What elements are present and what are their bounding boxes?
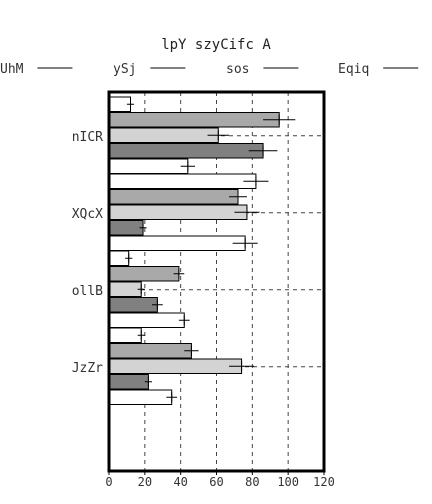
bar bbox=[108, 112, 280, 128]
legend-label: ySj bbox=[113, 62, 136, 77]
bar bbox=[108, 235, 246, 251]
y-category-label: nICR bbox=[72, 130, 103, 145]
x-tick-label: 80 bbox=[245, 475, 259, 489]
bar bbox=[108, 389, 173, 405]
bar bbox=[108, 297, 158, 313]
chart-title: lpY szyCifc A bbox=[161, 37, 271, 53]
legend-label: sos bbox=[226, 62, 249, 77]
legend: UhM ySj sos Eqiq bbox=[0, 62, 419, 77]
y-axis: nICR XQcX ollB JzZr bbox=[72, 130, 103, 376]
x-tick-label: 120 bbox=[313, 475, 335, 489]
bar bbox=[108, 158, 189, 174]
x-axis: 0 20 40 60 80 100 120 bbox=[105, 471, 335, 489]
bar bbox=[108, 266, 180, 282]
x-tick-label: 100 bbox=[277, 475, 299, 489]
bar bbox=[108, 281, 142, 297]
error-bars bbox=[125, 99, 296, 403]
bar bbox=[108, 312, 185, 328]
bar bbox=[108, 358, 243, 374]
bar bbox=[108, 189, 239, 205]
y-category-label: JzZr bbox=[72, 361, 103, 376]
bar bbox=[108, 220, 144, 236]
bar bbox=[108, 204, 248, 220]
y-category-label: XQcX bbox=[72, 207, 103, 222]
x-tick-label: 0 bbox=[105, 475, 112, 489]
x-tick-label: 60 bbox=[209, 475, 223, 489]
legend-label: UhM bbox=[0, 62, 24, 77]
bar bbox=[108, 173, 257, 189]
x-tick-label: 40 bbox=[173, 475, 187, 489]
bars bbox=[108, 96, 280, 405]
bar bbox=[108, 127, 219, 143]
legend-label: Eqiq bbox=[338, 62, 369, 77]
bar bbox=[108, 143, 264, 159]
bar bbox=[108, 374, 149, 390]
bar bbox=[108, 327, 142, 343]
x-tick-label: 20 bbox=[138, 475, 152, 489]
bar bbox=[108, 343, 192, 359]
y-category-label: ollB bbox=[72, 284, 103, 299]
